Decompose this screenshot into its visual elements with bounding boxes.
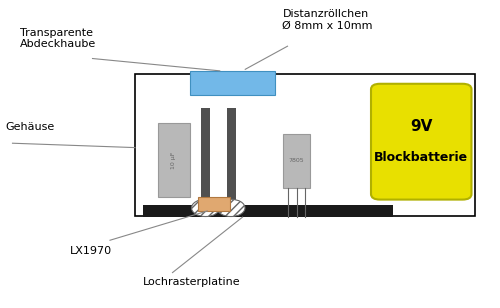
Text: Distanzröllchen
Ø 8mm x 10mm: Distanzröllchen Ø 8mm x 10mm — [282, 9, 373, 31]
Circle shape — [217, 199, 245, 217]
Bar — [135, 74, 475, 216]
Bar — [226, 108, 235, 205]
Bar — [282, 134, 310, 188]
Text: LX1970: LX1970 — [70, 246, 112, 256]
Bar — [198, 197, 230, 211]
Text: 10 µF: 10 µF — [172, 152, 176, 169]
Circle shape — [192, 199, 220, 217]
Text: Transparente
Abdeckhaube: Transparente Abdeckhaube — [20, 28, 96, 49]
Bar — [201, 108, 210, 205]
FancyBboxPatch shape — [371, 84, 472, 200]
Text: Blockbatterie: Blockbatterie — [374, 151, 468, 164]
Bar — [190, 71, 275, 95]
Text: 9V: 9V — [410, 119, 432, 134]
Bar — [142, 205, 392, 217]
Bar — [158, 123, 190, 197]
Text: Lochrasterplatine: Lochrasterplatine — [142, 277, 240, 287]
Text: 7805: 7805 — [288, 158, 304, 164]
Text: Gehäuse: Gehäuse — [5, 123, 54, 132]
